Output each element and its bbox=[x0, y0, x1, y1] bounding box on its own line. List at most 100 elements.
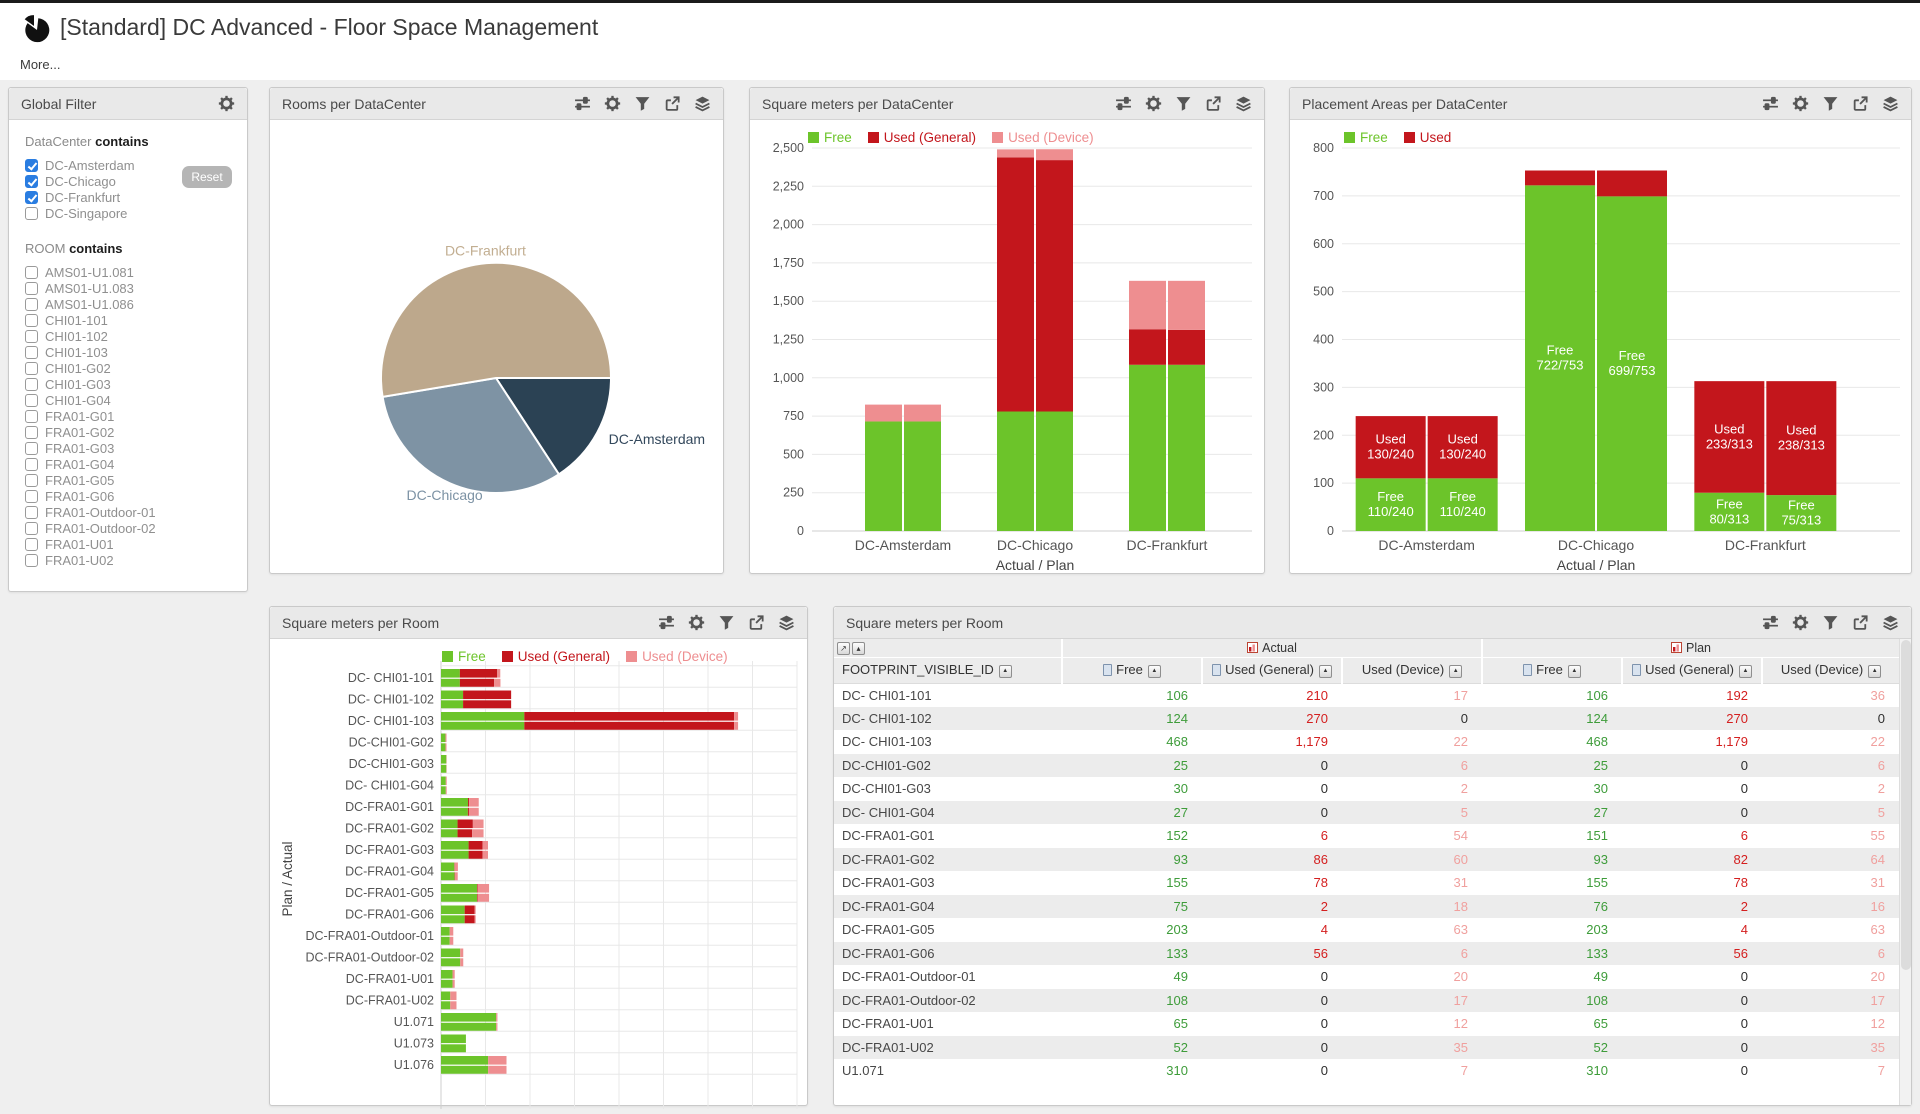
bar-DC-FRA01-G05-plan-Used (Device)[interactable] bbox=[478, 894, 489, 903]
bar-DC-FRA01-G06-plan-Used (General)[interactable] bbox=[465, 915, 475, 924]
bar-DC-FRA01-G04-actual-Used (Device)[interactable] bbox=[455, 863, 458, 872]
bar-DC-FRA01-G03-plan-Used (General)[interactable] bbox=[469, 851, 483, 860]
checkbox-unchecked[interactable] bbox=[25, 506, 38, 519]
bar-DC-FRA01-G05-actual-Used (General)[interactable] bbox=[477, 884, 478, 893]
bar-DC-FRA01-G06-actual-Free[interactable] bbox=[441, 906, 465, 915]
sort-button[interactable]: ▲ bbox=[1449, 665, 1462, 678]
bar-DC-Frankfurt-actual-Free[interactable] bbox=[1129, 365, 1166, 531]
checkbox-unchecked[interactable] bbox=[25, 442, 38, 455]
export-icon[interactable] bbox=[1852, 614, 1869, 631]
bar-DC- CHI01-101-plan-Used (General)[interactable] bbox=[460, 679, 494, 688]
bar-DC-FRA01-G03-plan-Free[interactable] bbox=[441, 851, 469, 860]
export-icon[interactable] bbox=[748, 614, 765, 631]
bar-DC- CHI01-103-plan-Used (General)[interactable] bbox=[524, 722, 734, 731]
filter-icon[interactable] bbox=[1175, 95, 1192, 112]
checkbox-unchecked[interactable] bbox=[25, 554, 38, 567]
checkbox-checked[interactable] bbox=[25, 159, 38, 172]
checkbox-checked[interactable] bbox=[25, 191, 38, 204]
sort-button[interactable]: ▲ bbox=[1319, 665, 1332, 678]
bar-DC-FRA01-G01-actual-Used (General)[interactable] bbox=[468, 798, 469, 807]
filter-icon[interactable] bbox=[1822, 95, 1839, 112]
checkbox-unchecked[interactable] bbox=[25, 474, 38, 487]
export-icon[interactable] bbox=[1852, 95, 1869, 112]
bar-DC-CHI01-G02-plan-Used (Device)[interactable] bbox=[445, 743, 446, 752]
pie-slice-DC-Frankfurt[interactable] bbox=[381, 263, 611, 397]
gear-icon[interactable] bbox=[1145, 95, 1162, 112]
bar-DC-Frankfurt-plan-Used (General)[interactable] bbox=[1168, 330, 1205, 365]
bar-DC-FRA01-G02-plan-Free[interactable] bbox=[441, 829, 458, 838]
bar-DC-Amsterdam-plan-Free[interactable] bbox=[904, 421, 941, 531]
bar-DC-FRA01-U02-plan-Free[interactable] bbox=[441, 1001, 450, 1010]
bar-DC-FRA01-G05-plan-Used (General)[interactable] bbox=[477, 894, 478, 903]
bar-DC- CHI01-103-plan-Free[interactable] bbox=[441, 722, 524, 731]
bar-DC-FRA01-U01-actual-Used (Device)[interactable] bbox=[453, 970, 455, 979]
bar-DC-FRA01-G06-actual-Used (Device)[interactable] bbox=[475, 906, 476, 915]
bar-DC-FRA01-G02-actual-Free[interactable] bbox=[441, 820, 458, 829]
bar-DC-FRA01-G04-plan-Free[interactable] bbox=[441, 872, 455, 881]
adjust-icon[interactable] bbox=[574, 95, 591, 112]
bar-DC-FRA01-G03-plan-Used (Device)[interactable] bbox=[482, 851, 488, 860]
bar-DC-CHI01-G02-plan-Free[interactable] bbox=[441, 743, 445, 752]
bar-U1.071-actual-Free[interactable] bbox=[441, 1013, 496, 1022]
checkbox-unchecked[interactable] bbox=[25, 458, 38, 471]
bar-DC-FRA01-G04-plan-Used (Device)[interactable] bbox=[455, 872, 458, 881]
bar-DC-FRA01-Outdoor-01-plan-Free[interactable] bbox=[441, 937, 450, 946]
sort-button[interactable]: ▲ bbox=[1568, 665, 1581, 678]
bar-DC-Frankfurt-actual-Used (General)[interactable] bbox=[1129, 329, 1166, 365]
bar-DC-FRA01-U02-plan-Used (Device)[interactable] bbox=[450, 1001, 456, 1010]
adjust-icon[interactable] bbox=[1115, 95, 1132, 112]
bar-DC-FRA01-G01-plan-Free[interactable] bbox=[441, 808, 468, 817]
bar-U1.076-actual-Used (Device)[interactable] bbox=[488, 1056, 506, 1065]
sort-button[interactable]: ▲ bbox=[1739, 665, 1752, 678]
bar-DC-FRA01-Outdoor-02-actual-Free[interactable] bbox=[441, 949, 460, 958]
bar-DC- CHI01-103-actual-Free[interactable] bbox=[441, 712, 524, 721]
layers-icon[interactable] bbox=[694, 95, 711, 112]
checkbox-unchecked[interactable] bbox=[25, 346, 38, 359]
filter-option-FRA01-U02[interactable]: FRA01-U02 bbox=[25, 552, 247, 568]
bar-DC- CHI01-102-actual-Free[interactable] bbox=[441, 691, 463, 700]
adjust-icon[interactable] bbox=[658, 614, 675, 631]
bar-DC-Amsterdam-plan-Used (Device)[interactable] bbox=[904, 405, 941, 422]
bar-DC- CHI01-G04-plan-Free[interactable] bbox=[441, 786, 446, 795]
sort-button[interactable]: ▲ bbox=[1868, 665, 1881, 678]
bar-DC-Chicago-actual-Free[interactable] bbox=[997, 412, 1034, 531]
bar-DC-FRA01-Outdoor-01-plan-Used (Device)[interactable] bbox=[450, 937, 454, 946]
bar-DC-Chicago-plan-Used (Device)[interactable] bbox=[1036, 149, 1073, 160]
checkbox-unchecked[interactable] bbox=[25, 378, 38, 391]
checkbox-unchecked[interactable] bbox=[25, 207, 38, 220]
filter-option-FRA01-G06[interactable]: FRA01-G06 bbox=[25, 488, 247, 504]
bar-DC- CHI01-103-actual-Used (General)[interactable] bbox=[524, 712, 734, 721]
bar-DC-FRA01-Outdoor-01-actual-Free[interactable] bbox=[441, 927, 450, 936]
bar-DC-Frankfurt-plan-Used (Device)[interactable] bbox=[1168, 281, 1205, 330]
filter-icon[interactable] bbox=[718, 614, 735, 631]
bar-DC-FRA01-Outdoor-02-plan-Used (Device)[interactable] bbox=[460, 958, 463, 967]
bar-DC-FRA01-G01-actual-Free[interactable] bbox=[441, 798, 468, 807]
bar-DC- CHI01-103-actual-Used (Device)[interactable] bbox=[734, 712, 738, 721]
gear-icon[interactable] bbox=[218, 95, 235, 112]
bar-DC-FRA01-U02-actual-Used (Device)[interactable] bbox=[450, 992, 456, 1001]
filter-option-FRA01-G05[interactable]: FRA01-G05 bbox=[25, 472, 247, 488]
filter-option-AMS01-U1.081[interactable]: AMS01-U1.081 bbox=[25, 264, 247, 280]
checkbox-unchecked[interactable] bbox=[25, 266, 38, 279]
bar-DC-CHI01-G03-actual-Free[interactable] bbox=[441, 755, 446, 764]
bar-DC-CHI01-G02-actual-Free[interactable] bbox=[441, 734, 445, 743]
bar-DC-FRA01-G02-plan-Used (General)[interactable] bbox=[458, 829, 473, 838]
export-icon[interactable] bbox=[1205, 95, 1222, 112]
bar-U1.071-actual-Used (Device)[interactable] bbox=[496, 1013, 497, 1022]
collapse-button[interactable]: ▴ bbox=[852, 642, 865, 655]
bar-DC-FRA01-U01-plan-Free[interactable] bbox=[441, 980, 453, 989]
bar-DC-FRA01-G02-actual-Used (General)[interactable] bbox=[458, 820, 473, 829]
table-scrollbar[interactable] bbox=[1899, 639, 1911, 1105]
gear-icon[interactable] bbox=[1792, 95, 1809, 112]
bar-DC-FRA01-G06-plan-Used (Device)[interactable] bbox=[475, 915, 476, 924]
filter-option-DC-Singapore[interactable]: DC-Singapore bbox=[25, 205, 247, 221]
bar-DC-FRA01-G02-plan-Used (Device)[interactable] bbox=[472, 829, 483, 838]
checkbox-unchecked[interactable] bbox=[25, 330, 38, 343]
bar-DC-Frankfurt-actual-Used (Device)[interactable] bbox=[1129, 281, 1166, 329]
bar-U1.076-actual-Free[interactable] bbox=[441, 1056, 488, 1065]
bar-DC-Chicago-actual-Used (Device)[interactable] bbox=[997, 149, 1034, 157]
adjust-icon[interactable] bbox=[1762, 614, 1779, 631]
filter-option-CHI01-102[interactable]: CHI01-102 bbox=[25, 328, 247, 344]
checkbox-unchecked[interactable] bbox=[25, 490, 38, 503]
bar-DC-FRA01-U01-actual-Free[interactable] bbox=[441, 970, 453, 979]
